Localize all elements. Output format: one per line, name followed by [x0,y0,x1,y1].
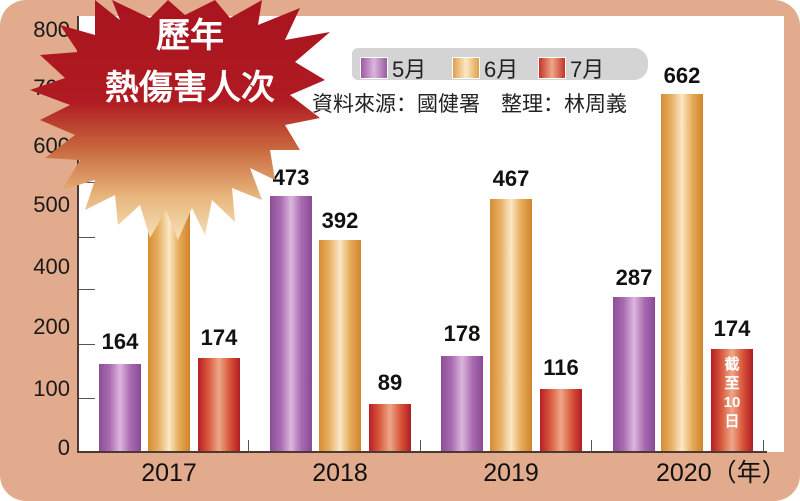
x-separator [248,440,249,452]
ytick-label-100: 100 [33,376,70,401]
note-char: 10 [723,394,741,411]
ytick [79,344,95,345]
x-axis [77,451,767,453]
legend-item-may: 5月 [360,52,426,84]
x-separator [591,440,592,452]
note-char: 至 [724,375,740,392]
legend-label: 7月 [570,57,605,82]
note-label-2020-jul: 截 至 10 日 [711,355,753,431]
ytick [79,237,95,238]
source-credit: 資料來源：國健署 整理：林周義 [312,93,627,116]
x-label-2017: 2017 [141,459,197,487]
bar-2019-jun [490,199,532,452]
legend-label: 6月 [484,57,519,82]
value-label: 473 [272,165,310,190]
x-separator [420,440,421,452]
bar-2020-jun [661,94,703,452]
bar-2018-jul [369,404,411,452]
starburst-badge-icon [30,0,330,240]
value-label: 392 [321,208,359,233]
bar-2018-jun [319,240,361,452]
legend-item-jun: 6月 [452,52,518,84]
value-label: 116 [543,355,579,380]
ytick-label-300: 200 [33,314,70,339]
bar-2020-may [613,297,655,452]
y-axis [77,16,79,452]
x-label-2018: 2018 [312,459,368,487]
bar-2017-jul [198,358,240,452]
value-label: 89 [377,370,403,395]
x-label-2020: 2020（年） [656,459,787,487]
bar-2020-jul [711,349,753,452]
value-label: 467 [492,166,530,191]
bar-2019-jul [540,389,582,452]
x-label-2019: 2019 [483,459,539,487]
chart-title-line1: 歷年 [156,17,224,55]
legend-background [352,48,648,80]
note-char: 截 [724,356,740,373]
legend-swatch-jun [452,57,480,79]
ytick-label-500: 500 [33,192,70,217]
bar-2019-may [441,356,483,452]
value-label: 164 [101,329,139,354]
bar-2017-may [99,364,141,452]
value-label: 178 [443,321,481,346]
value-label: 287 [615,265,653,290]
chart-title-line2: 熱傷害人次 [105,69,275,107]
bar-2017-jun [148,207,190,452]
legend-label: 5月 [392,57,427,82]
ytick [79,398,95,399]
x-separator [763,440,764,452]
legend-item-jul: 7月 [538,52,604,84]
value-label: 174 [200,325,238,350]
legend-swatch-may [360,57,388,79]
bar-2018-may [270,196,312,452]
ytick [79,182,95,183]
ytick [79,289,95,290]
value-label: 662 [663,63,701,88]
ytick-label-0: 0 [57,435,70,460]
ytick-label-800: 800 [33,17,70,42]
note-char: 日 [724,413,740,430]
value-label: 174 [713,316,751,341]
ytick-label-400: 400 [33,254,70,279]
legend-swatch-jul [538,57,566,79]
